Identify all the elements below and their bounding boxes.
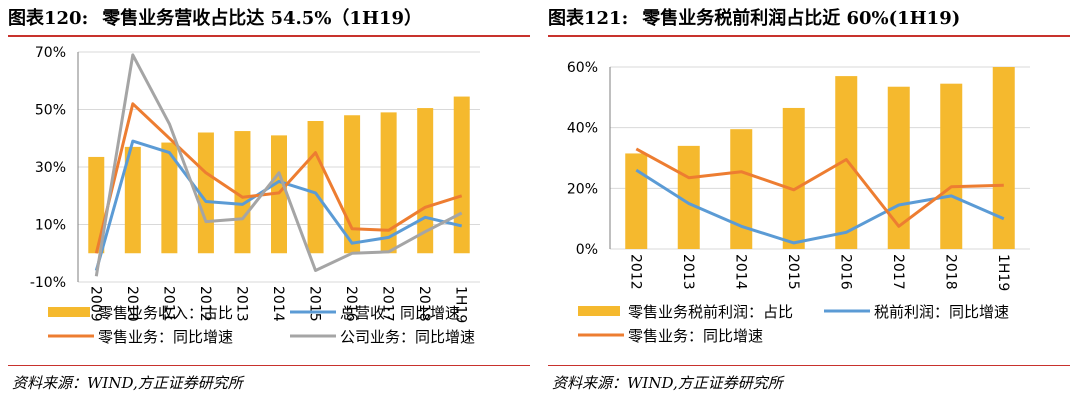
left-chart-title: 图表120: 零售业务营收占比达 54.5%（1H19） [8, 6, 530, 32]
left-y-tick-label: -10% [30, 275, 66, 291]
left-y-tick-label: 10% [35, 218, 66, 234]
right-bar-2014 [730, 129, 753, 249]
right-y-tick-label: 20% [567, 181, 598, 197]
left-line-series-1 [94, 139, 463, 271]
left-x-tick-label: 2012 [197, 286, 213, 322]
left-y-tick-label: 50% [35, 103, 66, 119]
left-y-tick-label: 30% [35, 160, 66, 176]
right-x-tick-label: 2016 [837, 254, 853, 290]
left-legend-label-3: 零售业务：同比增速 [98, 328, 233, 346]
left-title-number: 图表120: [8, 8, 89, 29]
right-x-tick-label: 2012 [627, 254, 643, 290]
right-bar-2013 [677, 145, 700, 249]
left-x-tick-label: 1H19 [453, 286, 469, 323]
left-chart-panel: 图表120: 零售业务营收占比达 54.5%（1H19） 70% 50% 30% 10%… [8, 0, 538, 401]
left-y-tick-label: 70% [35, 45, 66, 61]
left-bar-2016 [344, 115, 361, 254]
right-x-tick-label: 2014 [732, 254, 748, 290]
right-chart-title: 图表121: 零售业务税前利润占比近 60%(1H19) [548, 6, 1070, 32]
left-line-series-2 [94, 102, 463, 254]
left-bar-2015 [307, 121, 324, 254]
left-bar-2011 [161, 142, 178, 254]
left-bar-2010 [124, 146, 141, 254]
right-y-tick-label: 40% [567, 121, 598, 137]
left-legend-label-1: 零售业务收入：占比 [98, 304, 233, 322]
left-line-series-3 [94, 53, 463, 277]
right-line-series-1 [635, 168, 1005, 245]
right-bar-2012 [625, 153, 648, 249]
right-bottom-rule [548, 365, 1070, 366]
right-title-text: 零售业务税前利润占比近 60%(1H19) [642, 8, 961, 29]
left-title-text: 零售业务营收占比达 54.5%（1H19） [102, 8, 423, 29]
left-x-tick-label: 2013 [233, 286, 249, 322]
left-bar-2013 [234, 131, 251, 254]
right-line-series-2 [635, 147, 1004, 228]
right-bar-1H19 [992, 67, 1015, 249]
left-bar-2012 [197, 132, 214, 254]
right-legend-label-2: 税前利润：同比增速 [874, 303, 1009, 321]
right-top-rule [548, 35, 1070, 37]
right-bar-2015 [782, 107, 805, 249]
right-chart: 60% 40% 20% 0% 2012 2013 2014 2015 2016 2017 2018 1… [567, 60, 1030, 345]
right-source-note: 资料来源：WIND,方正证券研究所 [552, 374, 783, 392]
left-x-tick-label: 2011 [160, 286, 176, 322]
right-y-tick-label: 0% [576, 242, 598, 258]
left-x-tick-label: 2009 [87, 286, 103, 322]
right-title-number: 图表121: [548, 8, 629, 29]
right-x-tick-label: 2018 [942, 254, 958, 290]
left-source-note: 资料来源：WIND,方正证券研究所 [12, 374, 243, 392]
left-legend-label-2: 总营收：同比增速 [340, 304, 460, 322]
left-legend-label-4: 公司业务：同比增速 [340, 328, 475, 346]
right-legend-label-1: 零售业务税前利润：占比 [628, 303, 793, 321]
right-legend-swatch-1 [578, 306, 620, 316]
left-bar-2009 [88, 156, 105, 254]
left-x-tick-label: 2010 [124, 286, 140, 322]
left-x-tick-label: 2014 [270, 286, 286, 322]
right-bar-2018 [940, 83, 963, 249]
right-x-tick-label: 2017 [890, 254, 906, 290]
left-legend-swatch-1 [48, 307, 90, 317]
right-y-tick-label: 60% [567, 60, 598, 76]
left-top-rule [8, 35, 530, 37]
left-x-tick-label: 2015 [307, 286, 323, 322]
left-bar-2017 [380, 112, 397, 254]
right-legend-label-3: 零售业务：同比增速 [628, 327, 763, 345]
left-x-tick-label: 2018 [416, 286, 432, 322]
left-x-tick-label: 2017 [380, 286, 396, 322]
right-x-tick-label: 1H19 [995, 254, 1011, 291]
left-bottom-rule [8, 365, 530, 366]
left-x-tick-label: 2016 [343, 286, 359, 322]
right-bar-2016 [835, 76, 858, 249]
left-chart: 70% 50% 30% 10% -10% 2009 2010 2011 2012 2013 2014… [30, 45, 480, 346]
right-x-tick-label: 2013 [680, 254, 696, 290]
left-bar-1H19 [453, 96, 470, 254]
right-chart-panel: 图表121: 零售业务税前利润占比近 60%(1H19) 60% 40% 20% 0% 2… [548, 0, 1078, 401]
right-x-tick-label: 2015 [785, 254, 801, 290]
